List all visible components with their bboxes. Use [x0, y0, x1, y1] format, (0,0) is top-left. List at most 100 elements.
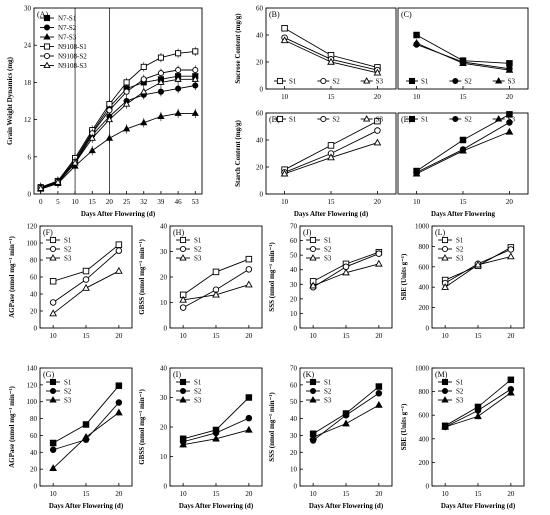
panel-g: 0 20 40 60 80 100 120 140 10 15 20 (G) AGPase (nmol …: [8, 365, 133, 510]
legend-marker: [309, 396, 317, 403]
y-tick-label: 100: [27, 240, 38, 248]
panel-c: 10 15 20 (C) S1 S2 S3: [397, 7, 529, 101]
data-point-n9108-s2: [106, 107, 113, 114]
data-point-s3: [280, 36, 289, 44]
x-axis-label: Days After Flowering (d): [309, 502, 384, 510]
data-point-s3: [212, 434, 220, 442]
legend-label: S2: [464, 78, 472, 86]
data-point-s3: [505, 127, 514, 135]
data-point-s3: [212, 290, 220, 298]
series-line-s3: [416, 42, 510, 71]
y-tick-label: 200: [419, 304, 430, 312]
panel-i: 0 10 20 30 40 10 15 20 (I) GBSS (nmol mg⁻¹ min⁻¹)…: [138, 365, 263, 510]
legend-label: N7-S1: [58, 15, 77, 23]
y-tick-label: 400: [419, 435, 430, 443]
y-tick-label: 1000: [415, 223, 430, 231]
y-axis-label: Starch Content (mg/g): [234, 119, 242, 186]
data-point-s1: [245, 255, 253, 263]
y-tick-label: 60: [256, 110, 264, 118]
panel-b: 0 20 40 60 10 15 20 (B) Sucrose Content (mg/g) S1…: [234, 5, 397, 101]
legend-label: S3: [376, 78, 384, 86]
data-point-n7-s2: [175, 85, 182, 92]
data-point-s3: [459, 146, 467, 154]
legend-label: S3: [508, 116, 516, 124]
data-point-n9108-s3: [54, 178, 62, 185]
data-point-s3: [327, 153, 335, 161]
x-tick-label: 20: [115, 490, 123, 498]
y-tick-label: 10: [160, 299, 168, 307]
y-axis-label: AGPase (nmol mg⁻¹ min⁻¹): [8, 235, 16, 317]
panel-label: (K): [303, 370, 314, 379]
legend-marker: [49, 245, 57, 253]
series-line-n9108-s2: [40, 69, 196, 189]
data-point-s2: [375, 250, 383, 257]
data-point-s3: [115, 266, 123, 274]
y-tick-label: 40: [30, 291, 38, 299]
data-point-s3: [375, 400, 383, 408]
data-point-n9108-s3: [37, 184, 45, 191]
legend-label: N9108-S2: [58, 53, 87, 61]
legend-label: S3: [376, 116, 384, 124]
x-tick-label: 10: [310, 332, 318, 340]
x-tick-label: 20: [375, 490, 383, 498]
y-tick-label: 40: [256, 32, 264, 40]
legend-marker: [441, 396, 449, 403]
x-tick-label: 15: [460, 198, 468, 206]
y-tick-label: 100: [27, 398, 38, 406]
legend-marker: [452, 115, 459, 123]
panel-m: 0 200 400 600 800 1000 10 15 20 (M) SBE (Units g⁻¹…: [400, 365, 525, 510]
data-point-n9108-s1: [140, 63, 147, 70]
x-tick-label: 53: [192, 198, 200, 206]
data-point-n9108-s3: [157, 78, 165, 85]
data-point-n7-s3: [88, 146, 96, 154]
data-point-s3: [373, 68, 382, 76]
data-point-n9108-s2: [157, 70, 164, 77]
legend-label: S1: [324, 237, 332, 245]
legend-label: S3: [64, 397, 72, 405]
legend-label: S1: [194, 379, 202, 387]
y-tick-label: 800: [419, 388, 430, 396]
legend-marker: [309, 378, 317, 386]
y-tick-label: 50: [290, 252, 298, 260]
series-line-n9108-s1: [40, 50, 196, 188]
x-tick-label: 15: [213, 332, 221, 340]
y-axis-label: SBE (Units g⁻¹): [400, 403, 408, 450]
y-tick-label: 40: [160, 223, 168, 231]
panel-label: (G): [43, 370, 54, 379]
x-tick-label: 46: [175, 198, 183, 206]
x-tick-label: 15: [89, 198, 97, 206]
y-tick-label: 80: [30, 257, 38, 265]
y-tick-label: 60: [256, 5, 264, 13]
x-tick-label: 15: [475, 490, 483, 498]
legend-marker: [276, 115, 284, 123]
data-point-s3: [179, 295, 187, 303]
legend-label: S3: [324, 255, 332, 263]
x-tick-label: 20: [507, 332, 515, 340]
data-point-s3: [507, 388, 515, 396]
legend-marker: [441, 236, 449, 244]
data-point-s2: [49, 446, 57, 454]
y-tick-label: 40: [30, 449, 38, 457]
panel-h: 0 10 20 30 40 10 15 20 (H) GBSS (nmol mg⁻¹ min⁻¹)…: [138, 223, 263, 340]
panel-label: (L): [435, 228, 446, 237]
data-point-s2: [506, 119, 513, 126]
series-line-n7-s1: [40, 75, 196, 189]
x-tick-label: 15: [343, 332, 351, 340]
legend-label: S1: [324, 379, 332, 387]
y-tick-label: 80: [30, 415, 38, 423]
legend-marker: [43, 61, 51, 69]
data-point-s2: [342, 411, 350, 419]
x-tick-label: 10: [50, 332, 58, 340]
legend-label: S2: [194, 246, 202, 254]
data-point-n9108-s3: [71, 159, 79, 166]
y-tick-label: 20: [290, 295, 298, 303]
x-tick-label: 20: [506, 198, 514, 206]
y-tick-label: 50: [290, 398, 298, 406]
legend-label: S3: [508, 78, 516, 86]
legend-marker: [441, 387, 449, 395]
y-tick-label: 20: [160, 274, 168, 282]
data-point-n9108-s3: [174, 75, 182, 82]
legend-label: S3: [456, 255, 464, 263]
x-tick-label: 20: [115, 332, 123, 340]
